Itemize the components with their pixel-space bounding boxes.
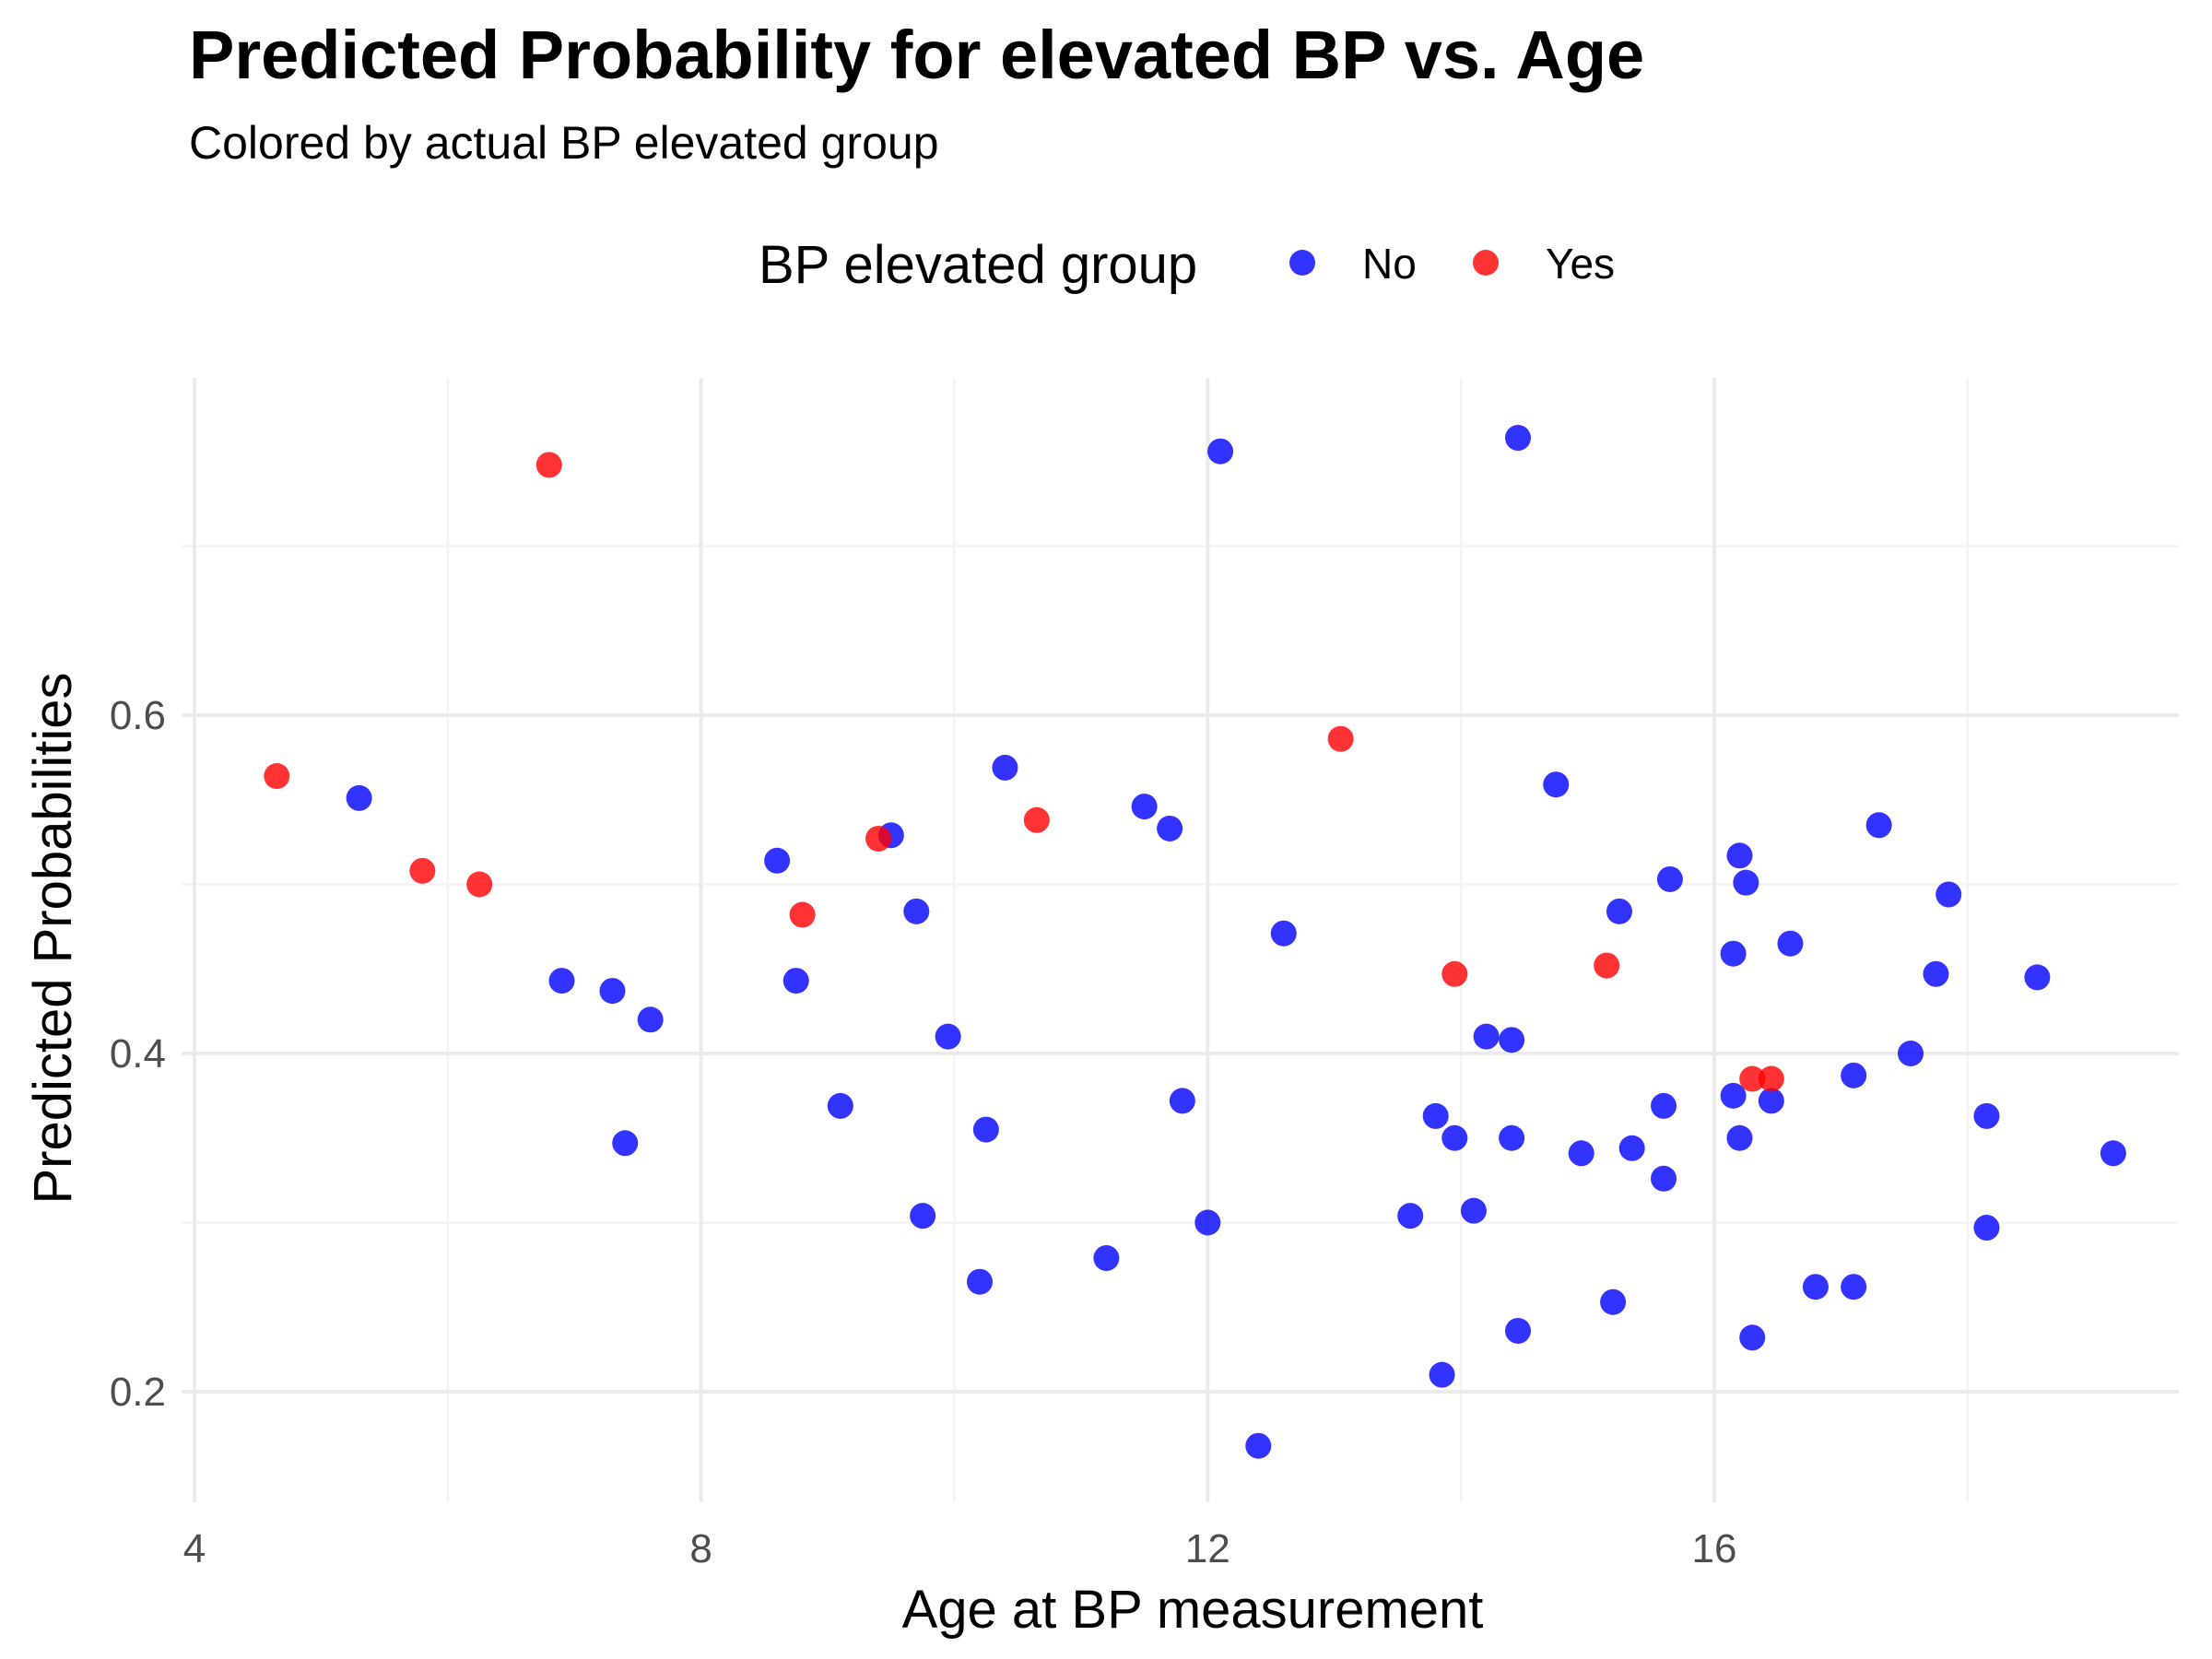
data-point-no <box>1726 842 1753 869</box>
data-point-no <box>972 1116 999 1143</box>
data-point-yes <box>466 871 493 898</box>
data-point-no <box>992 754 1018 781</box>
data-point-yes <box>1441 960 1468 987</box>
data-point-no <box>1973 1215 2000 1241</box>
x-axis-title: Age at BP measurement <box>902 1580 1484 1640</box>
data-point-no <box>1169 1088 1195 1114</box>
data-point-no <box>1568 1140 1594 1167</box>
data-point-no <box>612 1130 639 1157</box>
data-point-no <box>1543 771 1570 798</box>
x-tick-label: 12 <box>1185 1526 1230 1571</box>
data-point-no <box>1865 812 1892 839</box>
data-point-yes <box>535 452 562 478</box>
data-points <box>264 425 2126 1459</box>
data-point-no <box>1207 438 1234 465</box>
data-point-no <box>1245 1432 1272 1459</box>
data-point-no <box>1841 1274 1867 1300</box>
data-point-no <box>1720 1082 1747 1109</box>
data-point-no <box>782 968 809 994</box>
data-point-no <box>935 1023 961 1050</box>
data-point-no <box>903 898 930 924</box>
data-point-yes <box>1594 952 1620 979</box>
y-tick-label: 0.6 <box>110 693 166 738</box>
data-point-no <box>1726 1124 1753 1151</box>
data-point-yes <box>1758 1065 1784 1092</box>
y-tick-label: 0.2 <box>110 1370 166 1415</box>
data-point-no <box>346 784 372 811</box>
legend: BP elevated group No Yes <box>759 235 1615 295</box>
data-point-no <box>2024 964 2051 991</box>
grid <box>182 378 2179 1502</box>
data-point-no <box>827 1092 853 1119</box>
data-point-no <box>1656 865 1683 892</box>
data-point-no <box>1720 940 1747 967</box>
chart-title: Predicted Probability for elevated BP vs… <box>189 17 1644 93</box>
data-point-no <box>1473 1023 1500 1050</box>
data-point-yes <box>865 825 892 852</box>
data-point-no <box>1739 1324 1766 1351</box>
chart-subtitle: Colored by actual BP elevated group <box>189 117 939 169</box>
series-yes <box>264 452 1784 1092</box>
data-point-no <box>637 1006 664 1033</box>
data-point-no <box>1897 1041 1924 1066</box>
data-point-no <box>1397 1203 1424 1230</box>
data-point-no <box>1505 425 1532 452</box>
data-point-no <box>1505 1317 1532 1344</box>
series-no <box>346 425 2126 1459</box>
data-point-no <box>966 1268 993 1295</box>
legend-label-no: No <box>1362 240 1417 288</box>
data-point-no <box>910 1203 936 1230</box>
data-point-no <box>1733 869 1759 896</box>
data-point-no <box>1777 930 1804 957</box>
y-tick-label: 0.4 <box>110 1031 166 1077</box>
data-point-no <box>1973 1102 2000 1129</box>
data-point-yes <box>789 901 816 928</box>
legend-title: BP elevated group <box>759 235 1197 295</box>
data-point-yes <box>1327 725 1354 752</box>
data-point-yes <box>409 857 436 884</box>
y-axis-title: Predicted Probabilities <box>23 672 83 1204</box>
data-point-yes <box>264 763 290 790</box>
data-point-no <box>1499 1124 1525 1151</box>
legend-key-no <box>1289 250 1315 276</box>
data-point-no <box>1841 1062 1867 1088</box>
data-point-no <box>1651 1092 1677 1119</box>
data-point-no <box>1131 794 1158 820</box>
x-tick-label: 4 <box>183 1526 206 1571</box>
data-point-no <box>1157 815 1183 841</box>
data-point-no <box>1093 1245 1120 1272</box>
data-point-no <box>1923 960 1949 987</box>
data-point-no <box>1460 1197 1487 1224</box>
data-point-no <box>1618 1135 1645 1161</box>
axis-ticks: 4 8 12 16 0.2 0.4 0.6 <box>110 693 1737 1571</box>
data-point-no <box>1194 1209 1221 1236</box>
data-point-no <box>1758 1088 1784 1114</box>
x-tick-label: 16 <box>1692 1526 1737 1571</box>
data-point-no <box>1600 1288 1627 1315</box>
x-tick-label: 8 <box>689 1526 712 1571</box>
data-point-yes <box>1739 1065 1766 1092</box>
data-point-no <box>1429 1361 1455 1388</box>
data-point-yes <box>1023 806 1050 833</box>
data-point-no <box>1422 1102 1449 1129</box>
data-point-no <box>1606 898 1632 924</box>
data-point-no <box>1936 881 1962 908</box>
data-point-no <box>1441 1124 1468 1151</box>
data-point-no <box>1270 920 1297 947</box>
data-point-no <box>764 847 791 874</box>
legend-label-yes: Yes <box>1546 240 1615 288</box>
data-point-no <box>1499 1027 1525 1053</box>
data-point-no <box>599 978 626 1005</box>
data-point-no <box>1651 1165 1677 1192</box>
data-point-no <box>1802 1274 1829 1300</box>
legend-key-yes <box>1473 250 1499 276</box>
data-point-no <box>548 968 575 994</box>
data-point-no <box>2100 1140 2126 1167</box>
